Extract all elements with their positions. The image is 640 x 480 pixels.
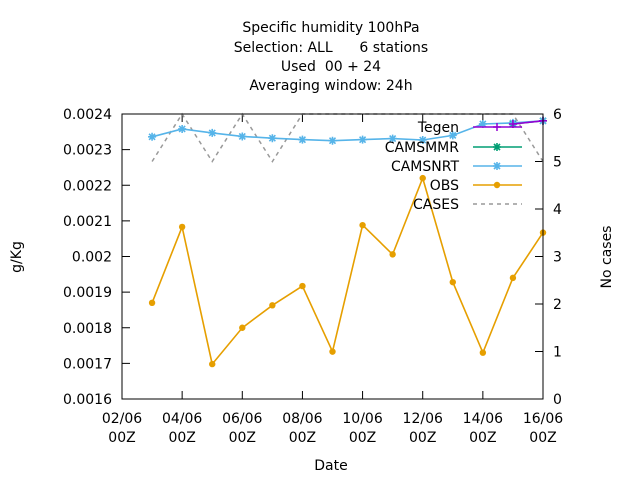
series-camsnrt-point xyxy=(388,134,397,143)
series-camsnrt-point xyxy=(268,134,277,143)
series-layer xyxy=(148,112,547,368)
x-tick-label-hour: 00Z xyxy=(108,430,135,446)
title-line-3: Used 00 + 24 xyxy=(281,59,381,75)
series-camsnrt-point xyxy=(328,136,337,145)
y-tick-label: 0.0016 xyxy=(63,392,112,408)
series-obs-point xyxy=(329,348,336,355)
legend-cases: CASES xyxy=(413,197,522,213)
series-camsnrt-point xyxy=(238,132,247,141)
series-obs-line xyxy=(151,175,544,366)
legend-obs-point xyxy=(493,181,501,189)
series-obs-point xyxy=(209,360,216,368)
legend-tegen-point xyxy=(493,123,501,131)
y-tick-label: 0.0023 xyxy=(63,143,112,159)
tick-labels: 0.0016 0.0017 0.0018 0.0019 0.002 0.0021 0.002… xyxy=(63,107,563,446)
legend-camsmmr-label: CAMSMMR xyxy=(385,140,459,156)
series-obs-point xyxy=(449,278,456,286)
y-tick-label: 0.0019 xyxy=(63,285,112,301)
series-camsnrt-point xyxy=(298,135,307,144)
series-obs-point xyxy=(239,324,246,331)
series-obs-point xyxy=(269,302,276,309)
series-tegen-line xyxy=(512,120,544,125)
series-camsnrt-point xyxy=(148,132,157,141)
series-obs-point xyxy=(509,274,517,282)
series-obs-point xyxy=(178,223,186,231)
x-tick-label-hour: 00Z xyxy=(168,430,195,446)
series-cases-line xyxy=(151,112,544,163)
title-line-2: Selection: ALL 6 stations xyxy=(234,40,428,56)
title-line-4: Averaging window: 24h xyxy=(249,78,412,94)
legend-camsmmr-point xyxy=(493,143,501,151)
legend-obs: OBS xyxy=(430,178,522,194)
x-tick-label-date: 16/06 xyxy=(523,411,563,427)
legend-cases-label: CASES xyxy=(413,197,459,213)
series-camsnrt-point xyxy=(418,136,427,145)
legend-tegen: Tegen xyxy=(417,120,522,136)
y2-tick-label: 2 xyxy=(553,297,562,313)
x-tick-label-hour: 00Z xyxy=(289,430,316,446)
y2-tick-label: 6 xyxy=(553,107,562,123)
series-obs-point xyxy=(419,174,426,182)
x-tick-label-hour: 00Z xyxy=(409,430,436,446)
series-camsnrt-line xyxy=(151,120,544,142)
legend-camsnrt-label: CAMSNRT xyxy=(391,159,460,175)
series-obs-point xyxy=(148,299,156,307)
x-tick-label-date: 08/06 xyxy=(282,411,322,427)
x-tick-label-hour: 00Z xyxy=(529,430,556,446)
series-camsnrt-point xyxy=(208,128,217,137)
x-tick-label-date: 04/06 xyxy=(162,411,202,427)
legend-camsnrt-point xyxy=(493,162,501,170)
y-tick-label: 0.0022 xyxy=(63,178,112,194)
y-tick-label: 0.0021 xyxy=(63,214,112,230)
y-tick-label: 0.0018 xyxy=(63,321,112,337)
series-camsnrt-point xyxy=(358,135,367,144)
y-tick-label: 0.0024 xyxy=(63,107,112,123)
series-cases xyxy=(151,112,544,163)
title-line-1: Specific humidity 100hPa xyxy=(242,20,419,36)
x-tick-label-date: 10/06 xyxy=(342,411,382,427)
x-tick-label-hour: 00Z xyxy=(229,430,256,446)
x-tick-label-date: 12/06 xyxy=(403,411,443,427)
y2-tick-label: 0 xyxy=(553,392,562,408)
series-obs-point xyxy=(299,282,306,290)
series-obs-point xyxy=(389,251,396,258)
series-camsnrt-point xyxy=(478,119,487,128)
plot-frame xyxy=(121,113,544,400)
x-tick-label-date: 06/06 xyxy=(222,411,262,427)
legend-camsnrt: CAMSNRT xyxy=(391,159,522,175)
y2-axis-label: No cases xyxy=(599,226,615,289)
legend-camsmmr: CAMSMMR xyxy=(385,140,522,156)
series-camsnrt xyxy=(148,116,547,145)
y-axis-label: g/Kg xyxy=(9,241,25,273)
y2-tick-label: 4 xyxy=(553,202,562,218)
series-obs-point xyxy=(359,221,366,229)
y2-tick-label: 1 xyxy=(553,345,562,361)
x-tick-label-date: 02/06 xyxy=(102,411,142,427)
series-camsnrt-point xyxy=(178,124,187,133)
x-tick-label-hour: 00Z xyxy=(349,430,376,446)
chart-title: Specific humidity 100hPa Selection: ALL … xyxy=(234,20,428,94)
x-tick-label-date: 14/06 xyxy=(463,411,503,427)
series-obs-point xyxy=(479,349,487,356)
x-tick-label-hour: 00Z xyxy=(469,430,496,446)
y2-tick-label: 3 xyxy=(553,250,562,266)
legend-obs-label: OBS xyxy=(430,178,459,194)
legend-tegen-label: Tegen xyxy=(417,120,459,136)
y-tick-label: 0.0017 xyxy=(63,356,112,372)
y2-tick-label: 5 xyxy=(553,155,562,171)
x-axis-label: Date xyxy=(314,458,347,474)
series-camsnrt-point xyxy=(448,131,457,140)
axis-ticks xyxy=(121,113,544,400)
y-tick-label: 0.002 xyxy=(72,250,112,266)
series-obs xyxy=(148,174,547,368)
legend: Tegen CAMSMMR CAMSNRT OBS CASES xyxy=(385,120,522,213)
